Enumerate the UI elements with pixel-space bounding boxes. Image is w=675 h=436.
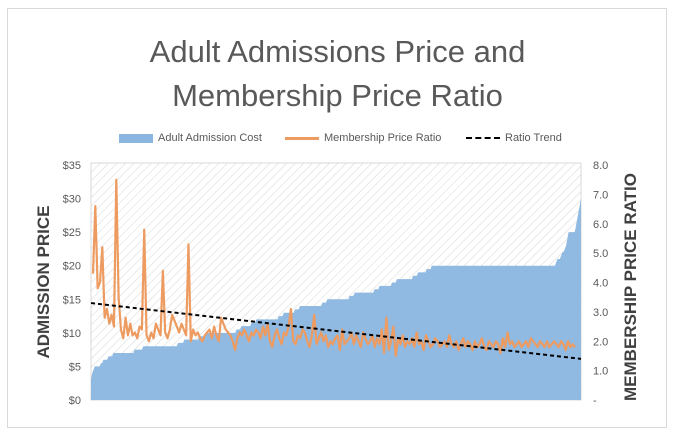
y-right-tick-label: 6.0 xyxy=(593,219,608,231)
chart-title-line-1: Adult Admissions Price and xyxy=(149,34,526,69)
y-right-tick-label: 8.0 xyxy=(593,160,608,172)
chart-legend: Adult Admission Cost Membership Price Ra… xyxy=(0,130,675,146)
legend-label-ratio-trend: Ratio Trend xyxy=(505,132,562,144)
chart-frame xyxy=(7,8,667,428)
y-left-tick-label: $15 xyxy=(63,294,81,306)
y-right-tick-label: - xyxy=(593,395,597,407)
legend-item-ratio-trend: Ratio Trend xyxy=(466,130,562,146)
y-right-tick-label: 3.0 xyxy=(593,307,608,319)
legend-item-membership-ratio: Membership Price Ratio xyxy=(285,130,441,146)
legend-label-membership-ratio: Membership Price Ratio xyxy=(324,132,442,144)
y-left-tick-label: $35 xyxy=(63,160,81,172)
y-right-tick-label: 5.0 xyxy=(593,248,608,260)
y-left-tick-label: $30 xyxy=(63,194,81,206)
legend-swatch-line xyxy=(285,136,319,140)
legend-item-admission-cost: Adult Admission Cost xyxy=(119,130,262,146)
chart-title: Adult Admissions Price and Membership Pr… xyxy=(0,30,675,118)
y-left-tick-label: $0 xyxy=(69,395,81,407)
y-left-tick-label: $10 xyxy=(63,328,81,340)
series-ratio-trend-line xyxy=(90,302,582,360)
legend-swatch-area xyxy=(119,133,153,143)
y-right-tick-label: 4.0 xyxy=(593,278,608,290)
y-right-tick-label: 1.0 xyxy=(593,366,608,378)
chart-title-line-2: Membership Price Ratio xyxy=(172,78,503,113)
y-left-tick-label: $20 xyxy=(63,261,81,273)
y-right-tick-label: 2.0 xyxy=(593,336,608,348)
series-membership-ratio-line xyxy=(91,178,576,358)
y-left-tick-label: $25 xyxy=(63,227,81,239)
y-right-tick-label: 7.0 xyxy=(593,189,608,201)
legend-label-admission-cost: Adult Admission Cost xyxy=(158,132,262,144)
y-left-tick-label: $5 xyxy=(69,361,81,373)
legend-swatch-dash xyxy=(466,137,500,139)
